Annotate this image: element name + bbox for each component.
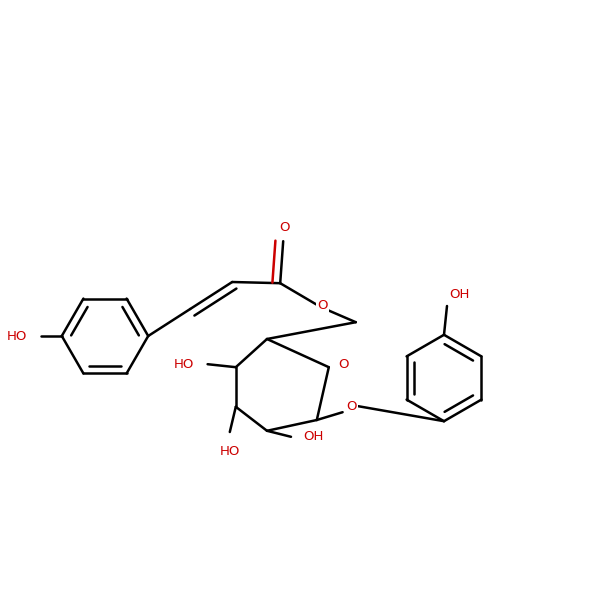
Text: O: O — [346, 400, 357, 413]
Text: O: O — [338, 358, 349, 371]
Text: O: O — [280, 221, 290, 235]
Text: OH: OH — [449, 288, 469, 301]
Text: HO: HO — [7, 329, 27, 343]
Text: HO: HO — [220, 445, 240, 458]
Text: OH: OH — [303, 430, 323, 443]
Text: HO: HO — [173, 358, 194, 371]
Text: O: O — [317, 299, 328, 312]
